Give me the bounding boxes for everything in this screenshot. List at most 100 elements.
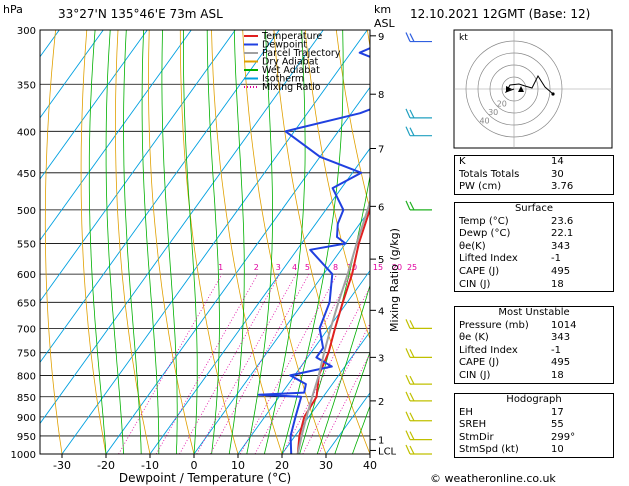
pressure-tick-label: 550 bbox=[17, 239, 36, 250]
surface-title: Surface bbox=[514, 203, 554, 214]
svg-text:Parcel Trajectory: Parcel Trajectory bbox=[262, 48, 341, 59]
hodograph-ring-label: 30 bbox=[488, 108, 498, 117]
surface-table: Surface Temp (°C) 23.6 Dewp (°C) 22.1 θe(K… bbox=[454, 202, 614, 293]
stmdir-row: StmDir 299° bbox=[459, 431, 576, 443]
mixing-ratio-label: 8 bbox=[333, 263, 338, 272]
mixing-ratio-label: 25 bbox=[407, 263, 417, 272]
mixing-ratio-line bbox=[318, 352, 370, 454]
mixing-ratio-line bbox=[118, 273, 223, 454]
dry-adiabat-line bbox=[335, 30, 370, 211]
mixing-ratio-label: 20 bbox=[392, 263, 402, 272]
legend-dry-adiabat: Dry Adiabat bbox=[244, 57, 319, 68]
legend-isotherm: Isotherm bbox=[244, 74, 304, 85]
svg-text:Dry Adiabat: Dry Adiabat bbox=[262, 57, 319, 68]
pressure-tick-label: 450 bbox=[17, 169, 36, 180]
pressure-tick-label: 350 bbox=[17, 80, 36, 91]
pressure-tick-label: 900 bbox=[17, 413, 36, 424]
parcel-trajectory-line bbox=[296, 198, 370, 454]
wet-adiabat-line bbox=[206, 30, 220, 454]
indices-table: K 14 Totals Totals 30 PW (cm) 3.76 bbox=[454, 155, 614, 195]
temperature-line bbox=[296, 204, 370, 454]
km-tick-label: 6 bbox=[378, 202, 384, 213]
dry-adiabat-line bbox=[242, 30, 327, 454]
surface-cin-row: CIN (J) 18 bbox=[459, 278, 564, 290]
mixing-ratio-label: 4 bbox=[292, 263, 297, 272]
wet-adiabat-line bbox=[123, 30, 142, 454]
wet-adiabat-line bbox=[246, 30, 273, 454]
wet-adiabat-line bbox=[334, 350, 370, 454]
svg-text:Temperature: Temperature bbox=[261, 31, 322, 42]
surface-temp-row: Temp (°C) 23.6 bbox=[459, 215, 574, 227]
km-tick-label: 9 bbox=[378, 32, 384, 43]
pressure-tick-label: 700 bbox=[17, 324, 36, 335]
hodograph-ring-label: 20 bbox=[497, 99, 507, 108]
isotherm-line bbox=[40, 30, 148, 180]
sreh-row: SREH 55 bbox=[459, 419, 564, 431]
hodograph-table-title: Hodograph bbox=[506, 394, 562, 405]
totals-totals-row: Totals Totals 30 bbox=[459, 168, 564, 180]
svg-text:Isotherm: Isotherm bbox=[262, 74, 304, 85]
mu-cape-row: CAPE (J) 495 bbox=[459, 357, 571, 369]
wet-adiabat-line bbox=[264, 30, 306, 454]
mixing-ratio-line bbox=[282, 286, 370, 454]
most-unstable-title: Most Unstable bbox=[498, 307, 570, 318]
hodograph-kt-label: kt bbox=[459, 33, 468, 43]
wet-adiabat-line bbox=[228, 30, 245, 454]
mixing-ratio-line bbox=[179, 273, 281, 454]
dewpoint-line bbox=[257, 47, 370, 454]
mixing-ratio-line bbox=[155, 273, 259, 454]
mixing-ratio-label: 15 bbox=[373, 263, 383, 272]
km-tick-label: 7 bbox=[378, 144, 384, 155]
wind-barb bbox=[405, 200, 432, 211]
pw-row: PW (cm) 3.76 bbox=[459, 181, 574, 193]
hodograph-table: Hodograph EH 17 SREH 55 StmDir 299° StmSpd … bbox=[454, 393, 614, 458]
mixing-ratio-line bbox=[210, 273, 310, 454]
pressure-tick-label: 1000 bbox=[11, 450, 36, 461]
k-index-row: K 14 bbox=[459, 156, 564, 167]
isotherm-line bbox=[237, 269, 370, 454]
pressure-tick-label: 800 bbox=[17, 371, 36, 382]
wet-adiabat-line bbox=[352, 404, 370, 454]
pressure-tick-label: 850 bbox=[17, 393, 36, 404]
isotherm-line bbox=[61, 30, 368, 454]
legend-temperature: Temperature bbox=[244, 31, 322, 42]
credit-text: © weatheronline.co.uk bbox=[430, 472, 556, 485]
wet-adiabat-line bbox=[105, 30, 124, 454]
mixing-ratio-line bbox=[302, 322, 370, 454]
surface-theta-e-row: θe(K) 343 bbox=[459, 240, 571, 252]
km-tick-label: 1 bbox=[378, 436, 384, 447]
dry-adiabat-line bbox=[80, 30, 107, 454]
isotherm-line bbox=[193, 208, 370, 454]
dry-adiabat-line bbox=[148, 30, 195, 454]
mixing-ratio-label: 5 bbox=[305, 263, 310, 272]
mixing-ratio-label: 3 bbox=[276, 263, 281, 272]
wet-adiabat-line bbox=[316, 283, 370, 454]
mu-cin-row: CIN (J) 18 bbox=[459, 369, 564, 381]
km-tick-label: 8 bbox=[378, 90, 384, 101]
x-tick-label: -10 bbox=[141, 459, 159, 472]
svg-text:Dewpoint: Dewpoint bbox=[262, 40, 307, 51]
wet-adiabat-line bbox=[281, 30, 344, 454]
mixing-ratio-line bbox=[196, 273, 297, 454]
eh-row: EH 17 bbox=[459, 406, 564, 418]
x-tick-label: -30 bbox=[53, 459, 71, 472]
mixing-ratio-label: 2 bbox=[254, 263, 259, 272]
wind-barb bbox=[405, 411, 432, 422]
km-tick-label: 3 bbox=[378, 353, 384, 364]
plot-frame bbox=[39, 29, 371, 455]
dry-adiabat-line bbox=[304, 30, 370, 341]
wind-barb bbox=[405, 319, 432, 329]
wind-barb bbox=[405, 374, 432, 385]
mixing-ratio-label: 1 bbox=[218, 263, 223, 272]
dry-adiabat-line bbox=[179, 30, 239, 454]
surface-lifted-index-row: Lifted Index -1 bbox=[459, 253, 561, 265]
wind-barb bbox=[405, 348, 432, 358]
dry-adiabat-line bbox=[115, 30, 151, 454]
isotherm-line bbox=[0, 30, 15, 454]
pressure-tick-label: 500 bbox=[17, 206, 36, 217]
dry-adiabat-line bbox=[44, 30, 63, 454]
pressure-tick-label: 650 bbox=[17, 298, 36, 309]
